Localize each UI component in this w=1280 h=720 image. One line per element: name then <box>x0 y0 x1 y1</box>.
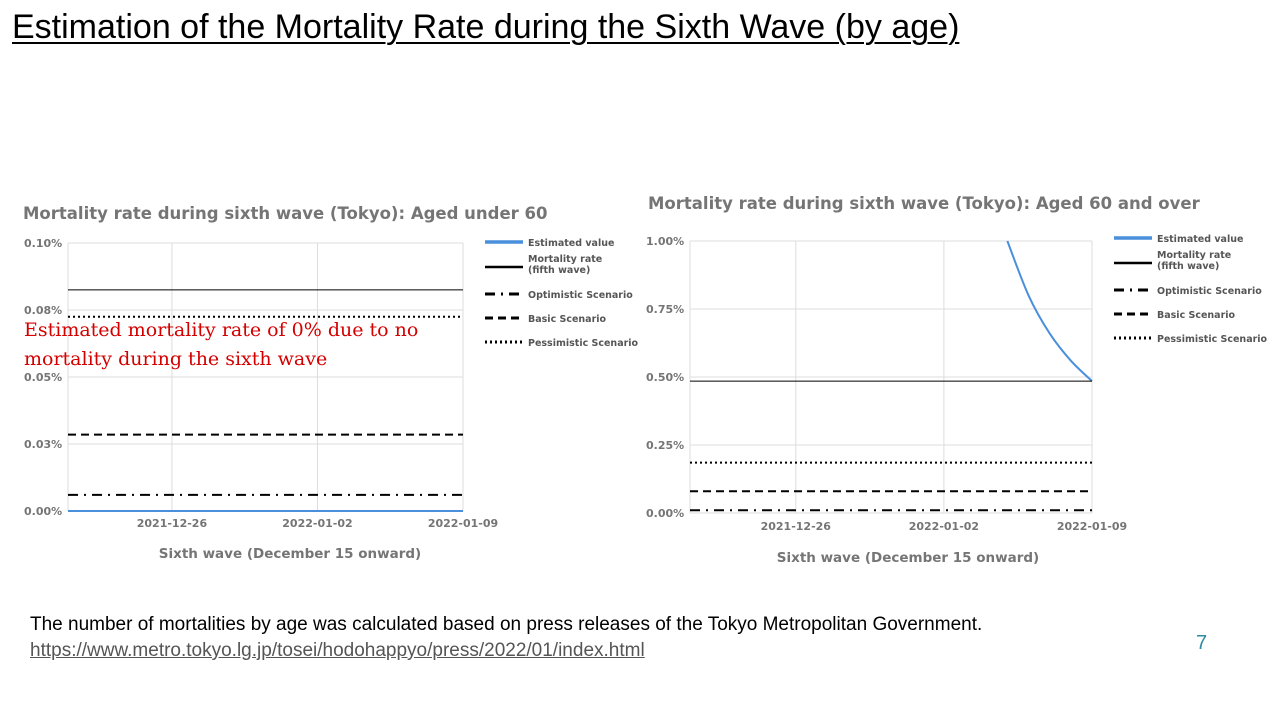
legend-label-estimated-value: Estimated value <box>1157 234 1243 245</box>
legend-label-mortality-rate-fifth-wave: Mortality rate (fifth wave) <box>1157 250 1231 272</box>
chart-title: Mortality rate during sixth wave (Tokyo)… <box>648 194 1201 213</box>
y-tick-label: 0.03% <box>24 438 62 451</box>
chart-annotation: Estimated mortality rate of 0% due to no… <box>24 316 454 374</box>
legend-label-mortality-rate-fifth-wave: Mortality rate (fifth wave) <box>528 254 602 276</box>
x-tick-label: 2022-01-09 <box>1057 520 1127 533</box>
series-estimated-value <box>1006 240 1093 382</box>
y-tick-label: 0.75% <box>646 303 684 316</box>
footnote-text: The number of mortalities by age was cal… <box>30 614 983 635</box>
x-axis-label: Sixth wave (December 15 onward) <box>777 550 1039 566</box>
legend-label-basic-scenario: Basic Scenario <box>1157 310 1236 321</box>
y-tick-label: 1.00% <box>646 235 684 248</box>
x-tick-label: 2021-12-26 <box>761 520 832 533</box>
legend-label-pessimistic-scenario: Pessimistic Scenario <box>528 338 639 349</box>
x-tick-label: 2022-01-02 <box>909 520 979 533</box>
y-tick-label: 0.00% <box>24 505 62 518</box>
y-tick-label: 0.00% <box>646 507 684 520</box>
annotation-line-1: Estimated mortality rate of 0% due to no <box>24 319 419 341</box>
legend-label-optimistic-scenario: Optimistic Scenario <box>1157 286 1262 297</box>
page-number: 7 <box>1196 632 1208 654</box>
chart-aged-60-and-over: Mortality rate during sixth wave (Tokyo)… <box>646 194 1268 566</box>
footnote: The number of mortalities by age was cal… <box>30 612 982 664</box>
chart-title: Mortality rate during sixth wave (Tokyo)… <box>23 204 547 223</box>
x-tick-label: 2021-12-26 <box>137 517 208 530</box>
legend-label-optimistic-scenario: Optimistic Scenario <box>528 290 633 301</box>
x-tick-label: 2022-01-02 <box>282 517 352 530</box>
legend-label-pessimistic-scenario: Pessimistic Scenario <box>1157 334 1268 345</box>
legend-label-estimated-value: Estimated value <box>528 238 614 249</box>
x-axis-label: Sixth wave (December 15 onward) <box>159 546 421 562</box>
y-tick-label: 0.50% <box>646 371 684 384</box>
y-tick-label: 0.08% <box>24 304 62 317</box>
y-tick-label: 0.10% <box>24 237 62 250</box>
chart-aged-under-60: Mortality rate during sixth wave (Tokyo)… <box>23 204 639 562</box>
source-link[interactable]: https://www.metro.tokyo.lg.jp/tosei/hodo… <box>30 640 645 661</box>
y-tick-label: 0.25% <box>646 439 684 452</box>
legend-label-basic-scenario: Basic Scenario <box>528 314 607 325</box>
x-tick-label: 2022-01-09 <box>428 517 498 530</box>
annotation-line-2: mortality during the sixth wave <box>24 348 328 370</box>
y-tick-label: 0.05% <box>24 371 62 384</box>
slide-title: Estimation of the Mortality Rate during … <box>12 8 960 46</box>
